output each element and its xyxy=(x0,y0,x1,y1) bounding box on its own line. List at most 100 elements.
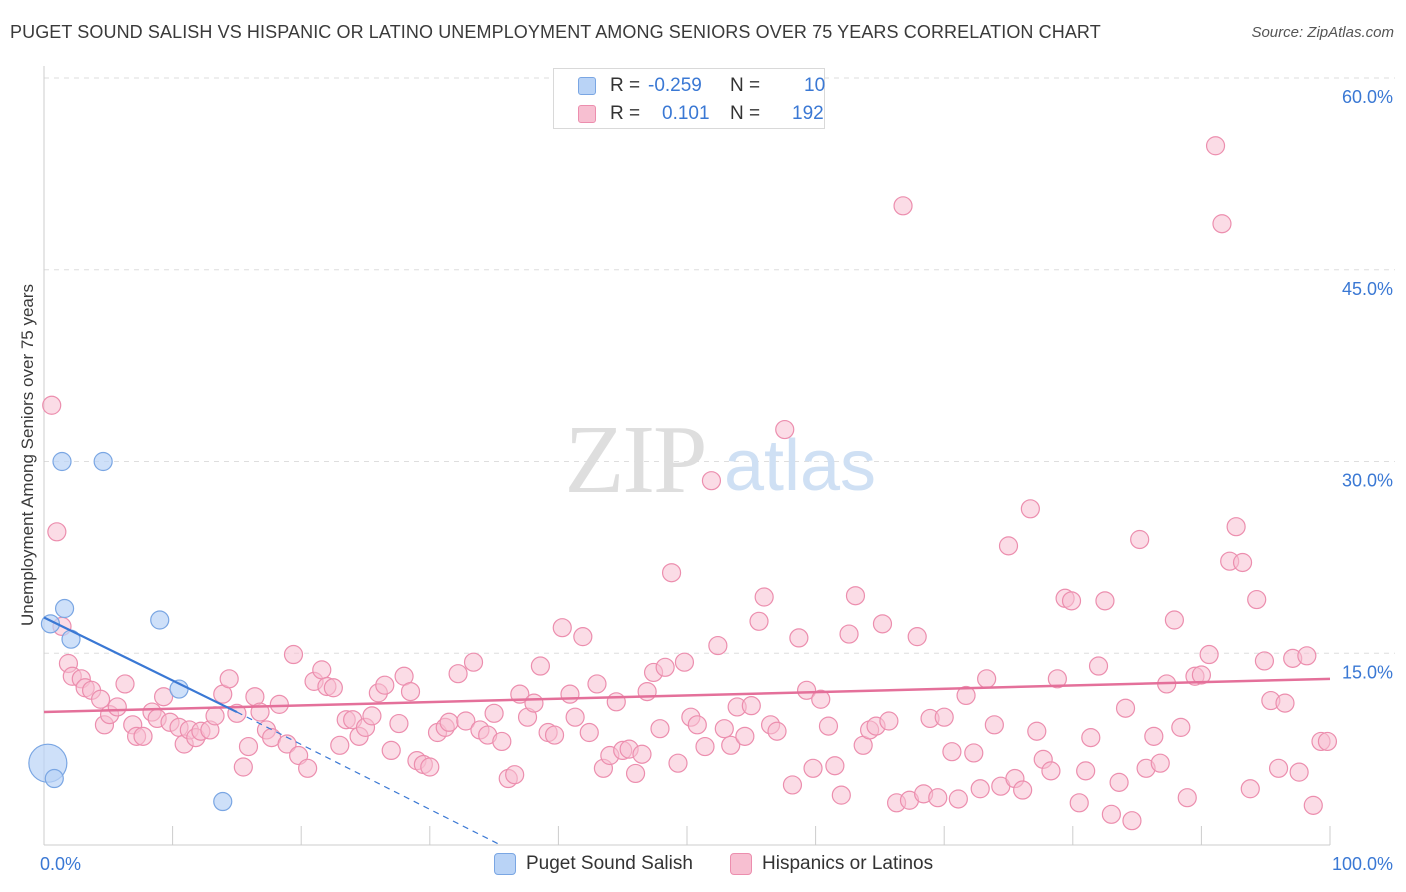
latino-point xyxy=(655,657,675,677)
latino-point xyxy=(1088,656,1109,676)
latino-point xyxy=(735,726,755,746)
salish-n-label: N = xyxy=(730,75,761,96)
latino-point xyxy=(907,627,927,647)
latino-swatch xyxy=(578,105,596,123)
salish-point xyxy=(52,451,72,472)
x-tick-label-end: 100.0% xyxy=(1332,854,1393,874)
latino-point xyxy=(928,788,948,808)
axes xyxy=(43,66,1331,846)
latino-point xyxy=(998,536,1019,556)
y-tick-label: 45.0% xyxy=(1342,279,1393,299)
y-tick-label: 30.0% xyxy=(1342,471,1393,491)
salish-trend-extension xyxy=(236,711,501,846)
latino-point xyxy=(587,674,607,694)
latino-point xyxy=(1171,717,1191,737)
latino-point xyxy=(879,711,899,731)
latino-point xyxy=(448,664,468,684)
salish-point xyxy=(150,610,170,630)
latino-point xyxy=(298,758,318,778)
latino-point xyxy=(1205,136,1226,156)
latino-point xyxy=(439,712,459,732)
latino-point xyxy=(934,707,954,727)
salish-n-value: 10 xyxy=(804,75,826,96)
latino-point xyxy=(530,656,550,676)
latino-point xyxy=(47,522,67,542)
latino-point xyxy=(1047,669,1067,689)
y-tick-label: 15.0% xyxy=(1342,662,1393,682)
latino-point xyxy=(400,681,421,702)
latino-point xyxy=(492,731,512,752)
bottom-latino-label: Hispanics or Latinos xyxy=(762,853,934,874)
latino-point xyxy=(1061,591,1082,611)
latino-point xyxy=(133,726,153,746)
latino-point xyxy=(579,722,599,743)
grid-lines xyxy=(44,77,1395,654)
latino-point xyxy=(661,563,682,583)
correlation-legend: R = -0.259 N = 10 R = 0.101 N = 192 xyxy=(553,68,825,129)
latino-point xyxy=(754,587,774,607)
latino-point xyxy=(1095,591,1115,611)
latino-point xyxy=(1317,731,1338,752)
latino-point xyxy=(565,707,585,727)
latino-point xyxy=(964,743,984,763)
latino-point xyxy=(782,775,803,795)
latino-point xyxy=(381,740,401,761)
latino-point xyxy=(552,618,572,638)
latino-n-value: 192 xyxy=(792,103,824,124)
latino-point xyxy=(233,757,253,777)
latino-point xyxy=(90,689,111,709)
y-tick-label: 60.0% xyxy=(1342,87,1393,107)
tick-labels: 15.0% 30.0% 45.0% 60.0% 0.0% 100.0% xyxy=(40,87,1393,874)
latino-point xyxy=(625,763,646,784)
latino-point xyxy=(668,753,688,773)
latino-n-label: N = xyxy=(730,103,761,124)
watermark: ZIP atlas xyxy=(565,406,877,514)
chart-title: PUGET SOUND SALISH VS HISPANIC OR LATINO… xyxy=(10,22,1101,42)
latino-point xyxy=(219,669,239,689)
latino-point xyxy=(269,694,289,714)
latino-point xyxy=(714,719,734,739)
latino-point xyxy=(789,628,809,648)
latino-point xyxy=(573,627,593,647)
latino-point xyxy=(1150,753,1170,773)
latino-point xyxy=(115,674,135,694)
latino-point xyxy=(153,687,174,707)
latino-point xyxy=(389,713,409,734)
latino-point xyxy=(277,734,297,754)
latino-point xyxy=(767,721,787,741)
latino-point xyxy=(107,697,127,717)
salish-point xyxy=(44,768,64,789)
latino-r-value: 0.101 xyxy=(662,103,710,124)
latino-point xyxy=(708,635,728,656)
latino-point xyxy=(803,758,823,778)
watermark-zip: ZIP xyxy=(565,406,706,514)
trend-lines xyxy=(43,616,1331,846)
latino-point xyxy=(872,614,893,634)
latino-point xyxy=(1199,644,1219,665)
latino-point xyxy=(1101,804,1121,824)
latino-point xyxy=(1144,726,1164,746)
latino-point xyxy=(775,419,795,440)
latino-point xyxy=(839,624,859,644)
latino-point xyxy=(970,779,990,799)
latino-trend-line xyxy=(43,677,1331,714)
latino-point xyxy=(606,692,626,712)
latino-point xyxy=(695,736,715,757)
x-tick-label-start: 0.0% xyxy=(40,854,81,874)
salish-points xyxy=(28,451,233,812)
latino-point xyxy=(1020,499,1040,519)
latino-point xyxy=(1297,646,1317,666)
latino-point xyxy=(1275,693,1295,713)
salish-r-value: -0.259 xyxy=(648,75,702,96)
latino-point xyxy=(1069,793,1089,813)
latino-point xyxy=(420,757,440,777)
latino-point xyxy=(1226,517,1246,537)
salish-point xyxy=(54,598,75,619)
latino-point xyxy=(893,196,913,216)
latino-point xyxy=(977,669,997,689)
latino-point xyxy=(637,681,657,702)
latino-point xyxy=(1254,651,1275,671)
latino-point xyxy=(1289,762,1309,782)
bottom-salish-swatch xyxy=(494,853,516,875)
latino-point xyxy=(674,652,695,672)
